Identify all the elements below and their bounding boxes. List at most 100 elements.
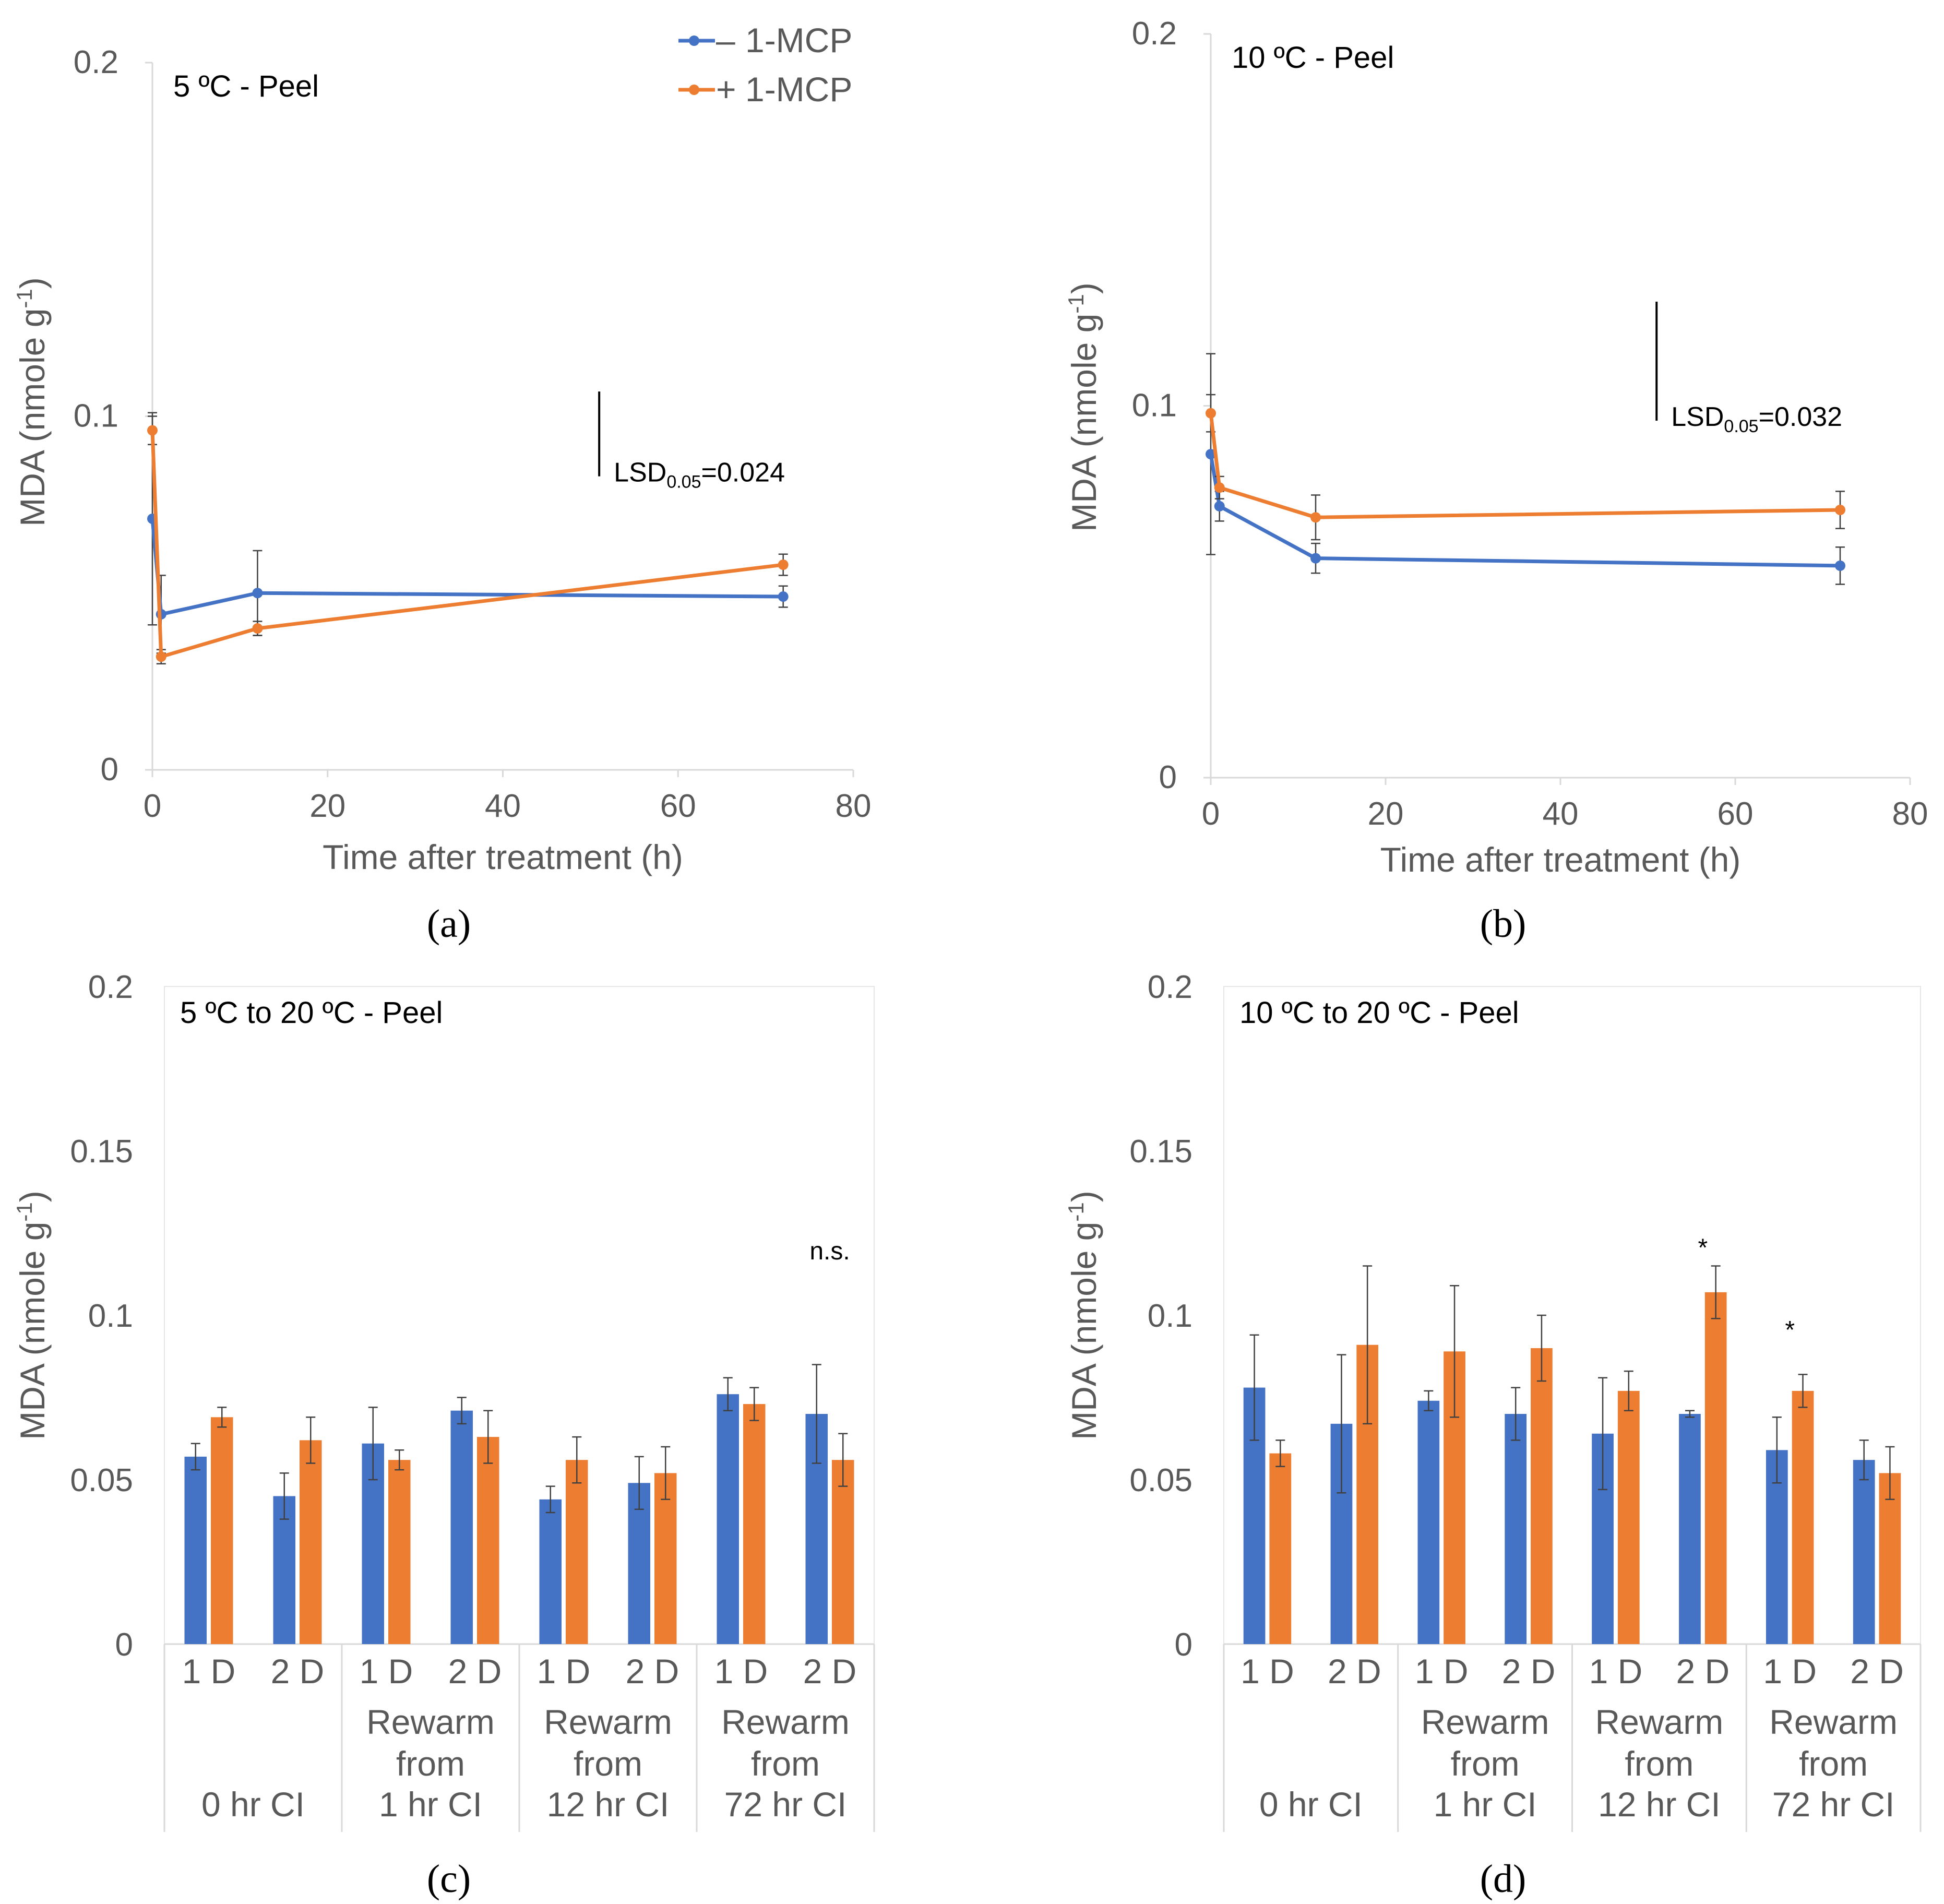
x-tick-label: 0 xyxy=(1202,796,1220,832)
legend-symbol: + xyxy=(716,70,736,109)
y-axis-title-superscript: -1 xyxy=(1064,1202,1088,1221)
y-axis-title-end: ) xyxy=(13,1191,52,1202)
group-label: Rewarm xyxy=(721,1703,850,1741)
group-label: Rewarm xyxy=(1595,1703,1724,1741)
day-label: 1 D xyxy=(360,1652,413,1691)
bar xyxy=(1704,1292,1727,1644)
panel-caption: (c) xyxy=(427,1857,471,1901)
y-axis-title-superscript: -1 xyxy=(12,1202,37,1221)
group-label: Rewarm xyxy=(544,1703,672,1741)
group-label: from xyxy=(751,1744,820,1783)
panel-title: 10 ºC - Peel xyxy=(1232,41,1394,75)
y-tick-label: 0.1 xyxy=(1148,1298,1192,1334)
series-line xyxy=(1209,454,1841,568)
bar xyxy=(211,1417,233,1644)
group-label: from xyxy=(1799,1744,1868,1783)
bar xyxy=(273,1496,295,1644)
data-point xyxy=(147,425,158,436)
panel-caption: (a) xyxy=(427,902,471,946)
y-tick-label: 0 xyxy=(101,752,118,788)
group-label: Rewarm xyxy=(1769,1703,1898,1741)
day-label: 1 D xyxy=(1763,1652,1817,1691)
group-label: Rewarm xyxy=(366,1703,495,1741)
group-label: 0 hr CI xyxy=(201,1785,305,1824)
bar xyxy=(566,1460,588,1644)
x-tick-label: 40 xyxy=(1543,796,1579,832)
group-label: 12 hr CI xyxy=(547,1785,670,1824)
panel-title: 5 ºC to 20 ºC - Peel xyxy=(180,996,443,1030)
y-axis-title-main: MDA (nmole g xyxy=(13,308,52,527)
y-axis-title: MDA (nmole g-1) xyxy=(12,1191,52,1439)
panel-title: 10 ºC to 20 ºC - Peel xyxy=(1239,996,1519,1030)
group-label: 1 hr CI xyxy=(1434,1785,1537,1824)
data-point xyxy=(1310,553,1321,564)
bar xyxy=(654,1473,677,1644)
series-minus-1-mcp xyxy=(147,412,789,654)
y-tick-label: 0.1 xyxy=(74,398,118,434)
data-point xyxy=(1835,505,1845,515)
panel-title: 5 ºC - Peel xyxy=(173,69,319,103)
x-tick-label: 20 xyxy=(309,788,345,824)
day-label: 1 D xyxy=(1415,1652,1469,1691)
x-tick-label: 60 xyxy=(660,788,696,824)
y-tick-label: 0.05 xyxy=(70,1462,133,1498)
data-point xyxy=(156,651,166,662)
day-label: 1 D xyxy=(1241,1652,1294,1691)
legend-label: 1-MCP xyxy=(745,21,852,59)
data-point xyxy=(1206,449,1216,460)
y-tick-label: 0.15 xyxy=(70,1134,133,1170)
lsd-label: LSD0.05=0.024 xyxy=(614,458,785,492)
bar xyxy=(1679,1414,1701,1644)
bar xyxy=(1269,1453,1292,1644)
significance-annotation: * xyxy=(1785,1316,1795,1344)
day-label: 1 D xyxy=(537,1652,591,1691)
plot-area xyxy=(164,986,875,1645)
x-tick-label: 0 xyxy=(144,788,161,824)
lsd-prefix: LSD xyxy=(614,458,666,488)
data-point xyxy=(1214,482,1225,493)
y-axis-title: MDA (nmole g-1) xyxy=(12,277,52,526)
lsd-subscript: 0.05 xyxy=(666,472,701,492)
y-tick-label: 0.1 xyxy=(1132,388,1177,424)
significance-annotation: n.s. xyxy=(809,1237,850,1265)
series-minus-1-mcp xyxy=(1206,353,1845,585)
y-axis-title-end: ) xyxy=(1065,282,1103,294)
day-label: 2 D xyxy=(626,1652,679,1691)
legend-symbol: – xyxy=(716,21,735,59)
plot-area xyxy=(1223,986,1921,1645)
group-label: from xyxy=(396,1744,465,1783)
bar xyxy=(539,1499,562,1644)
chart-d: 0 0.05 0.1 0.15 0.2 1 D 2 D 0 hr CI 1 D 2 D Rewarm… xyxy=(1064,969,1922,1901)
y-axis-title-main: MDA (nmole g xyxy=(1065,314,1103,532)
legend-marker xyxy=(689,85,699,95)
series-plus-1-mcp xyxy=(1269,1265,1901,1644)
group-label: 72 hr CI xyxy=(724,1785,847,1824)
bar xyxy=(184,1456,207,1644)
lsd-label: LSD0.05=0.032 xyxy=(1671,402,1842,436)
bar xyxy=(1879,1473,1901,1644)
group-label: 12 hr CI xyxy=(1598,1785,1721,1824)
x-tick-label: 80 xyxy=(1892,796,1928,832)
y-tick-label: 0 xyxy=(1175,1627,1192,1663)
y-tick-label: 0.1 xyxy=(88,1298,133,1334)
group-label: from xyxy=(1625,1744,1693,1783)
series-plus-1-mcp xyxy=(147,415,789,664)
bar xyxy=(388,1460,411,1644)
bar xyxy=(1617,1390,1640,1644)
y-tick-label: 0.15 xyxy=(1129,1134,1192,1170)
lsd-prefix: LSD xyxy=(1671,402,1724,432)
bar xyxy=(300,1440,322,1644)
bar xyxy=(450,1410,473,1644)
data-point xyxy=(778,591,789,602)
x-tick-label: 20 xyxy=(1368,796,1404,832)
bar xyxy=(717,1394,739,1644)
y-tick-label: 0 xyxy=(115,1627,133,1663)
bar xyxy=(1505,1414,1527,1644)
lsd-value: =0.032 xyxy=(1759,402,1843,432)
y-axis-title-main: MDA (nmole g xyxy=(13,1222,52,1440)
data-point xyxy=(1310,512,1321,523)
group-label: 0 hr CI xyxy=(1259,1785,1363,1824)
bar xyxy=(477,1437,499,1644)
x-axis-title: Time after treatment (h) xyxy=(323,838,683,876)
